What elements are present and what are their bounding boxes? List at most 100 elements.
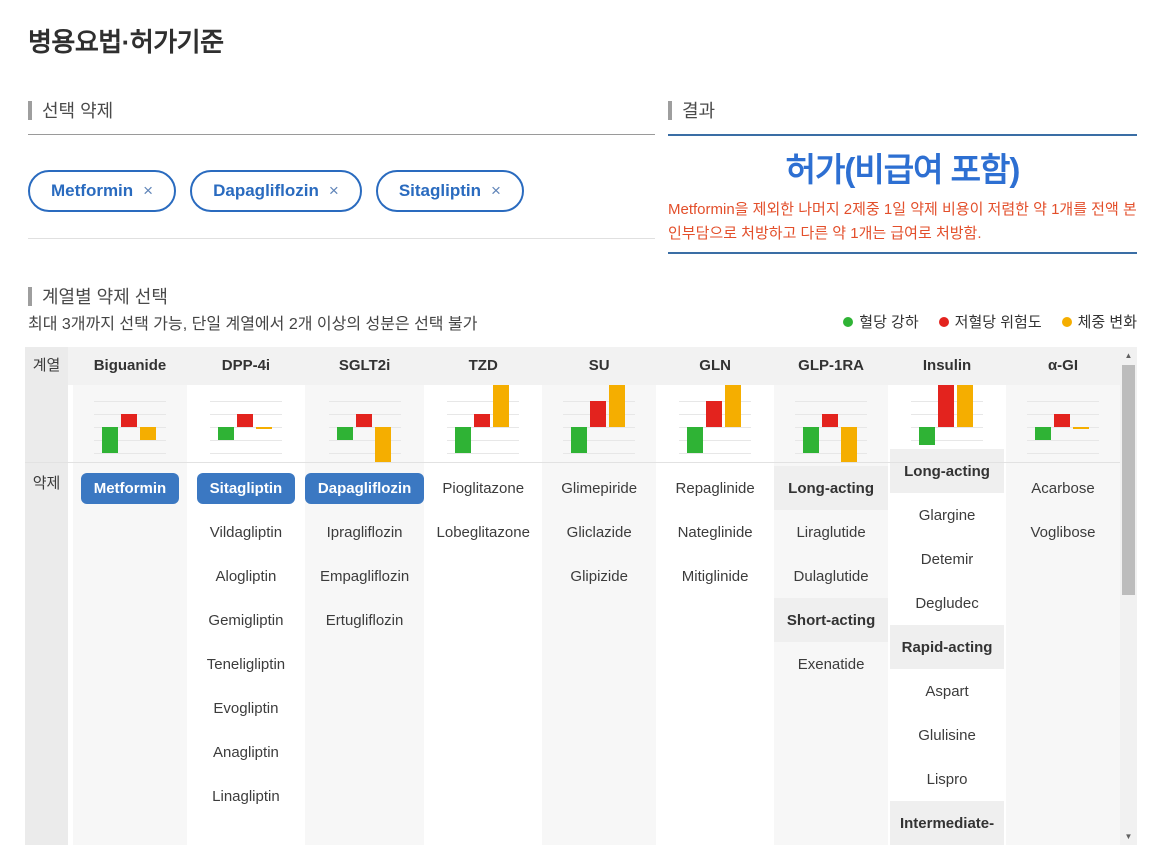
glucose-bar — [217, 427, 234, 440]
glucose-bar — [101, 427, 118, 453]
selected-drugs-header: 선택 약제 — [28, 97, 655, 135]
class-profile-chart — [795, 385, 868, 462]
chart-gridline — [911, 440, 984, 441]
drug-option-metformin[interactable]: Metformin — [73, 466, 187, 510]
drug-option-repaglinide[interactable]: Repaglinide — [675, 479, 755, 497]
drug-option-voglibose[interactable]: Voglibose — [1030, 523, 1096, 541]
drug-option-vildagliptin[interactable]: Vildagliptin — [209, 523, 283, 541]
drug-list: Repaglinide Nateglinide Mitiglinide — [658, 462, 772, 845]
drug-list: Metformin — [73, 462, 187, 845]
chart-gridline — [795, 427, 868, 428]
drug-option-exenatide[interactable]: Exenatide — [797, 655, 865, 673]
scroll-down-icon[interactable]: ▼ — [1124, 832, 1133, 841]
chart-gridline — [93, 440, 166, 441]
scroll-up-icon[interactable]: ▲ — [1124, 351, 1133, 360]
drug-option-pioglitazone[interactable]: Pioglitazone — [442, 479, 525, 497]
selected-drug-button[interactable]: Sitagliptin — [196, 472, 296, 504]
chip-label: Dapagliflozin — [213, 181, 319, 200]
drug-list: Acarbose Voglibose — [1006, 462, 1120, 845]
class-selection-note: 최대 3개까지 선택 가능, 단일 계열에서 2개 이상의 성분은 선택 불가 — [28, 316, 478, 333]
glucose-bar — [1034, 427, 1051, 440]
table-row-divider — [25, 462, 1137, 463]
drug-option-gliclazide[interactable]: Gliclazide — [566, 523, 632, 541]
drug-option-lispro[interactable]: Lispro — [926, 770, 968, 788]
chart-gridline — [93, 427, 166, 428]
row-label-class: 계열 — [32, 357, 61, 374]
drug-option-glimepiride[interactable]: Glimepiride — [561, 479, 638, 497]
drug-option-ipragliflozin[interactable]: Ipragliflozin — [326, 523, 403, 541]
class-selection-title: 계열별 약제 선택 — [42, 287, 168, 307]
drug-option-anagliptin[interactable]: Anagliptin — [212, 743, 279, 761]
chart-gridline — [328, 427, 401, 428]
drug-option-mitiglinide[interactable]: Mitiglinide — [681, 567, 749, 585]
class-column-insulin: Insulin Long-acting Glargine Detemir Deglude… — [890, 347, 1005, 845]
chart-gridline — [795, 440, 868, 441]
class-header-α-gi: α-GI — [1006, 347, 1120, 385]
drug-option-detemir[interactable]: Detemir — [920, 550, 974, 568]
drug-option-lobeglitazone[interactable]: Lobeglitazone — [436, 523, 530, 541]
weight-bar — [609, 385, 626, 427]
chart-gridline — [1026, 401, 1099, 402]
remove-chip-icon[interactable]: × — [491, 181, 501, 200]
hypoglycemia-bar — [1053, 414, 1070, 427]
glucose-bar — [687, 427, 704, 453]
scrollbar-thumb[interactable] — [1122, 365, 1135, 595]
chart-gridline — [563, 427, 636, 428]
class-column-dpp-4i: DPP-4i Sitagliptin Vildagliptin Alogliptin G… — [188, 347, 303, 845]
chart-cell — [189, 385, 303, 462]
chart-cell — [1006, 385, 1120, 462]
drug-list: Long-acting Liraglutide Dulaglutide Short-a… — [774, 462, 889, 845]
glucose-bar — [455, 427, 472, 453]
legend-item: 체중 변화 — [1061, 311, 1137, 332]
drug-option-gemigliptin[interactable]: Gemigliptin — [208, 611, 284, 629]
drug-option-glargine[interactable]: Glargine — [918, 506, 976, 524]
chart-gridline — [795, 401, 868, 402]
chart-gridline — [447, 440, 520, 441]
class-column-gln: GLN Repaglinide Nateglinide Mitiglinide — [658, 347, 773, 845]
drug-option-evogliptin[interactable]: Evogliptin — [213, 699, 279, 717]
selected-drug-button[interactable]: Metformin — [80, 472, 180, 504]
drug-option-dulaglutide[interactable]: Dulaglutide — [793, 567, 869, 585]
drug-option-dapagliflozin[interactable]: Dapagliflozin — [304, 466, 425, 510]
chart-cell — [542, 385, 656, 462]
remove-chip-icon[interactable]: × — [143, 181, 154, 200]
drug-list: Sitagliptin Vildagliptin Alogliptin Gemigli… — [189, 462, 303, 845]
legend-item: 저혈당 위험도 — [938, 311, 1042, 332]
legend-dot-icon — [938, 316, 949, 327]
drug-chip-metformin[interactable]: Metformin × — [28, 170, 177, 212]
drug-option-linagliptin[interactable]: Linagliptin — [212, 787, 280, 805]
drug-option-ertugliflozin[interactable]: Ertugliflozin — [325, 611, 404, 629]
glucose-bar — [803, 427, 820, 453]
drug-option-nateglinide[interactable]: Nateglinide — [677, 523, 753, 541]
drug-option-degludec[interactable]: Degludec — [915, 594, 979, 612]
table-scrollbar[interactable]: ▲ ▼ — [1120, 347, 1137, 845]
hypoglycemia-bar — [236, 414, 253, 427]
drug-option-teneligliptin[interactable]: Teneligliptin — [206, 655, 286, 673]
selected-drug-button[interactable]: Dapagliflozin — [304, 472, 425, 504]
drug-option-alogliptin[interactable]: Alogliptin — [215, 567, 277, 585]
glucose-bar — [571, 427, 588, 453]
drug-option-empagliflozin[interactable]: Empagliflozin — [319, 567, 410, 585]
drug-option-liraglutide[interactable]: Liraglutide — [796, 523, 866, 541]
drug-chip-dapagliflozin[interactable]: Dapagliflozin × — [190, 170, 362, 212]
legend-dot-icon — [843, 316, 854, 327]
drug-chip-sitagliptin[interactable]: Sitagliptin × — [375, 170, 524, 212]
drug-option-sitagliptin[interactable]: Sitagliptin — [189, 466, 303, 510]
result-divider — [668, 252, 1137, 254]
drug-option-aspart[interactable]: Aspart — [925, 682, 969, 700]
class-header-insulin: Insulin — [890, 347, 1005, 385]
weight-bar — [841, 427, 858, 462]
drug-option-acarbose[interactable]: Acarbose — [1031, 479, 1095, 497]
chart-gridline — [679, 453, 752, 454]
chart-gridline — [1026, 440, 1099, 441]
weight-bar — [139, 427, 156, 440]
chart-gridline — [795, 453, 868, 454]
drug-option-glulisine[interactable]: Glulisine — [918, 726, 976, 744]
class-header-biguanide: Biguanide — [73, 347, 187, 385]
weight-bar — [374, 427, 391, 462]
drug-group-header: Intermediate- — [890, 801, 1005, 845]
drug-option-glipizide[interactable]: Glipizide — [570, 567, 628, 585]
remove-chip-icon[interactable]: × — [328, 181, 339, 200]
drug-group-header: Short-acting — [774, 598, 889, 642]
class-selection-header: 계열별 약제 선택 — [28, 283, 168, 309]
